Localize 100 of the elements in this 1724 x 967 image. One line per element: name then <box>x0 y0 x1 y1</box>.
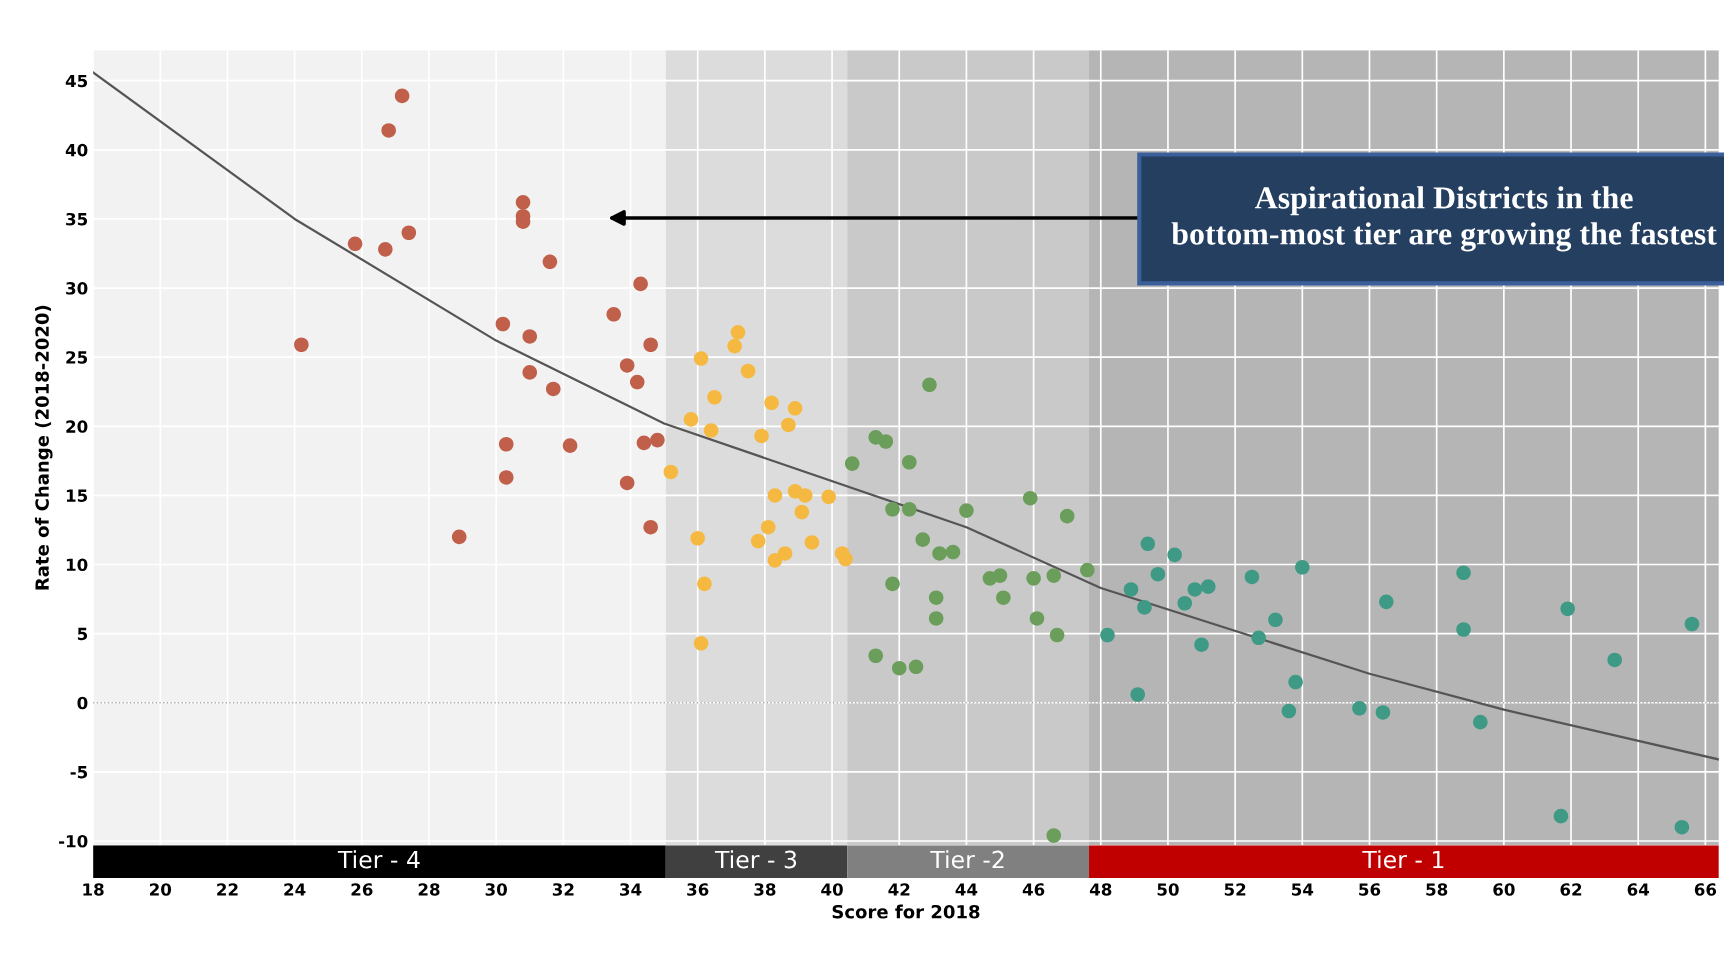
x-tick-label: 54 <box>1292 883 1314 896</box>
point <box>777 546 793 561</box>
point <box>781 417 796 433</box>
point <box>1456 622 1471 637</box>
point <box>1674 819 1690 835</box>
point <box>1295 560 1310 575</box>
y-tick-label: -10 <box>59 834 88 848</box>
x-tick-label: 64 <box>1627 883 1650 896</box>
point <box>1150 566 1166 582</box>
point <box>767 488 783 503</box>
y-tick-label: 25 <box>66 351 88 364</box>
x-tick-label: 52 <box>1224 883 1246 896</box>
point <box>643 337 658 353</box>
x-tick-label: 50 <box>1157 883 1179 896</box>
point <box>868 648 884 664</box>
point <box>885 576 900 592</box>
x-tick-label: 34 <box>620 883 642 896</box>
point <box>1123 582 1139 597</box>
x-tick-label: 18 <box>83 883 104 896</box>
point <box>1244 569 1260 585</box>
point <box>804 535 820 550</box>
point <box>707 389 722 405</box>
point <box>1022 490 1038 506</box>
point <box>750 533 766 549</box>
x-tick-label: 66 <box>1694 883 1717 896</box>
point <box>1200 579 1216 594</box>
point <box>650 432 665 448</box>
point <box>1194 637 1209 652</box>
point <box>643 519 658 535</box>
point <box>683 412 699 427</box>
y-axis-title: Rate of Change (2018-2020) <box>34 305 53 590</box>
point <box>760 519 776 535</box>
point <box>1560 601 1575 617</box>
point <box>1288 674 1303 690</box>
x-tick-label: 22 <box>217 883 238 896</box>
y-tick-label: 35 <box>66 212 88 226</box>
point <box>381 123 396 138</box>
y-tick-label: 5 <box>77 627 88 641</box>
x-tick-label: 58 <box>1426 883 1448 896</box>
point <box>515 195 531 210</box>
point <box>522 365 538 380</box>
point <box>1100 627 1115 643</box>
point <box>663 464 679 480</box>
point <box>542 254 558 270</box>
point <box>821 489 836 505</box>
point <box>693 636 709 651</box>
point <box>693 351 709 366</box>
point <box>928 611 944 626</box>
point <box>1059 508 1075 524</box>
point <box>498 436 514 452</box>
point <box>922 377 937 393</box>
band-label: Tier - 3 <box>714 850 797 869</box>
band-label: Tier - 1 <box>1362 850 1444 869</box>
point <box>606 307 622 322</box>
point <box>945 544 961 560</box>
point <box>347 236 363 252</box>
point <box>787 401 803 416</box>
point <box>495 316 511 332</box>
point <box>1080 562 1095 578</box>
x-tick-label: 42 <box>888 883 910 896</box>
point <box>545 381 561 397</box>
point <box>378 242 393 257</box>
point <box>908 659 924 675</box>
point <box>928 590 944 605</box>
x-tick-label: 60 <box>1493 883 1515 896</box>
point <box>1281 703 1297 719</box>
point <box>754 428 769 444</box>
point <box>1187 582 1203 597</box>
point <box>797 488 813 503</box>
point <box>1167 547 1182 563</box>
point <box>1375 705 1391 720</box>
point <box>1046 568 1062 583</box>
point <box>690 530 705 546</box>
x-tick-label: 28 <box>418 883 440 896</box>
point <box>902 454 917 470</box>
x-tick-label: 32 <box>552 883 574 896</box>
band-label: Tier -2 <box>930 850 1004 869</box>
point <box>636 435 652 451</box>
x-tick-label: 26 <box>351 883 373 896</box>
point <box>619 358 635 373</box>
point <box>394 88 410 104</box>
point <box>451 529 467 545</box>
point <box>1049 627 1065 643</box>
point <box>633 276 648 292</box>
point <box>932 546 947 561</box>
point <box>1177 595 1193 611</box>
annotation: Aspirational Districts in the bottom-most tier are growing the fastest <box>1171 186 1717 252</box>
point <box>764 395 779 411</box>
point <box>1352 701 1367 716</box>
point <box>891 660 907 676</box>
point <box>498 470 514 485</box>
point <box>1553 808 1569 824</box>
x-tick-label: 30 <box>485 883 507 896</box>
point <box>844 456 860 471</box>
x-tick-label: 40 <box>821 883 843 896</box>
y-tick-label: 15 <box>66 489 88 502</box>
point <box>1029 611 1045 626</box>
y-tick-label: 30 <box>66 282 88 295</box>
point <box>1130 687 1146 702</box>
x-tick-label: 56 <box>1359 883 1381 896</box>
